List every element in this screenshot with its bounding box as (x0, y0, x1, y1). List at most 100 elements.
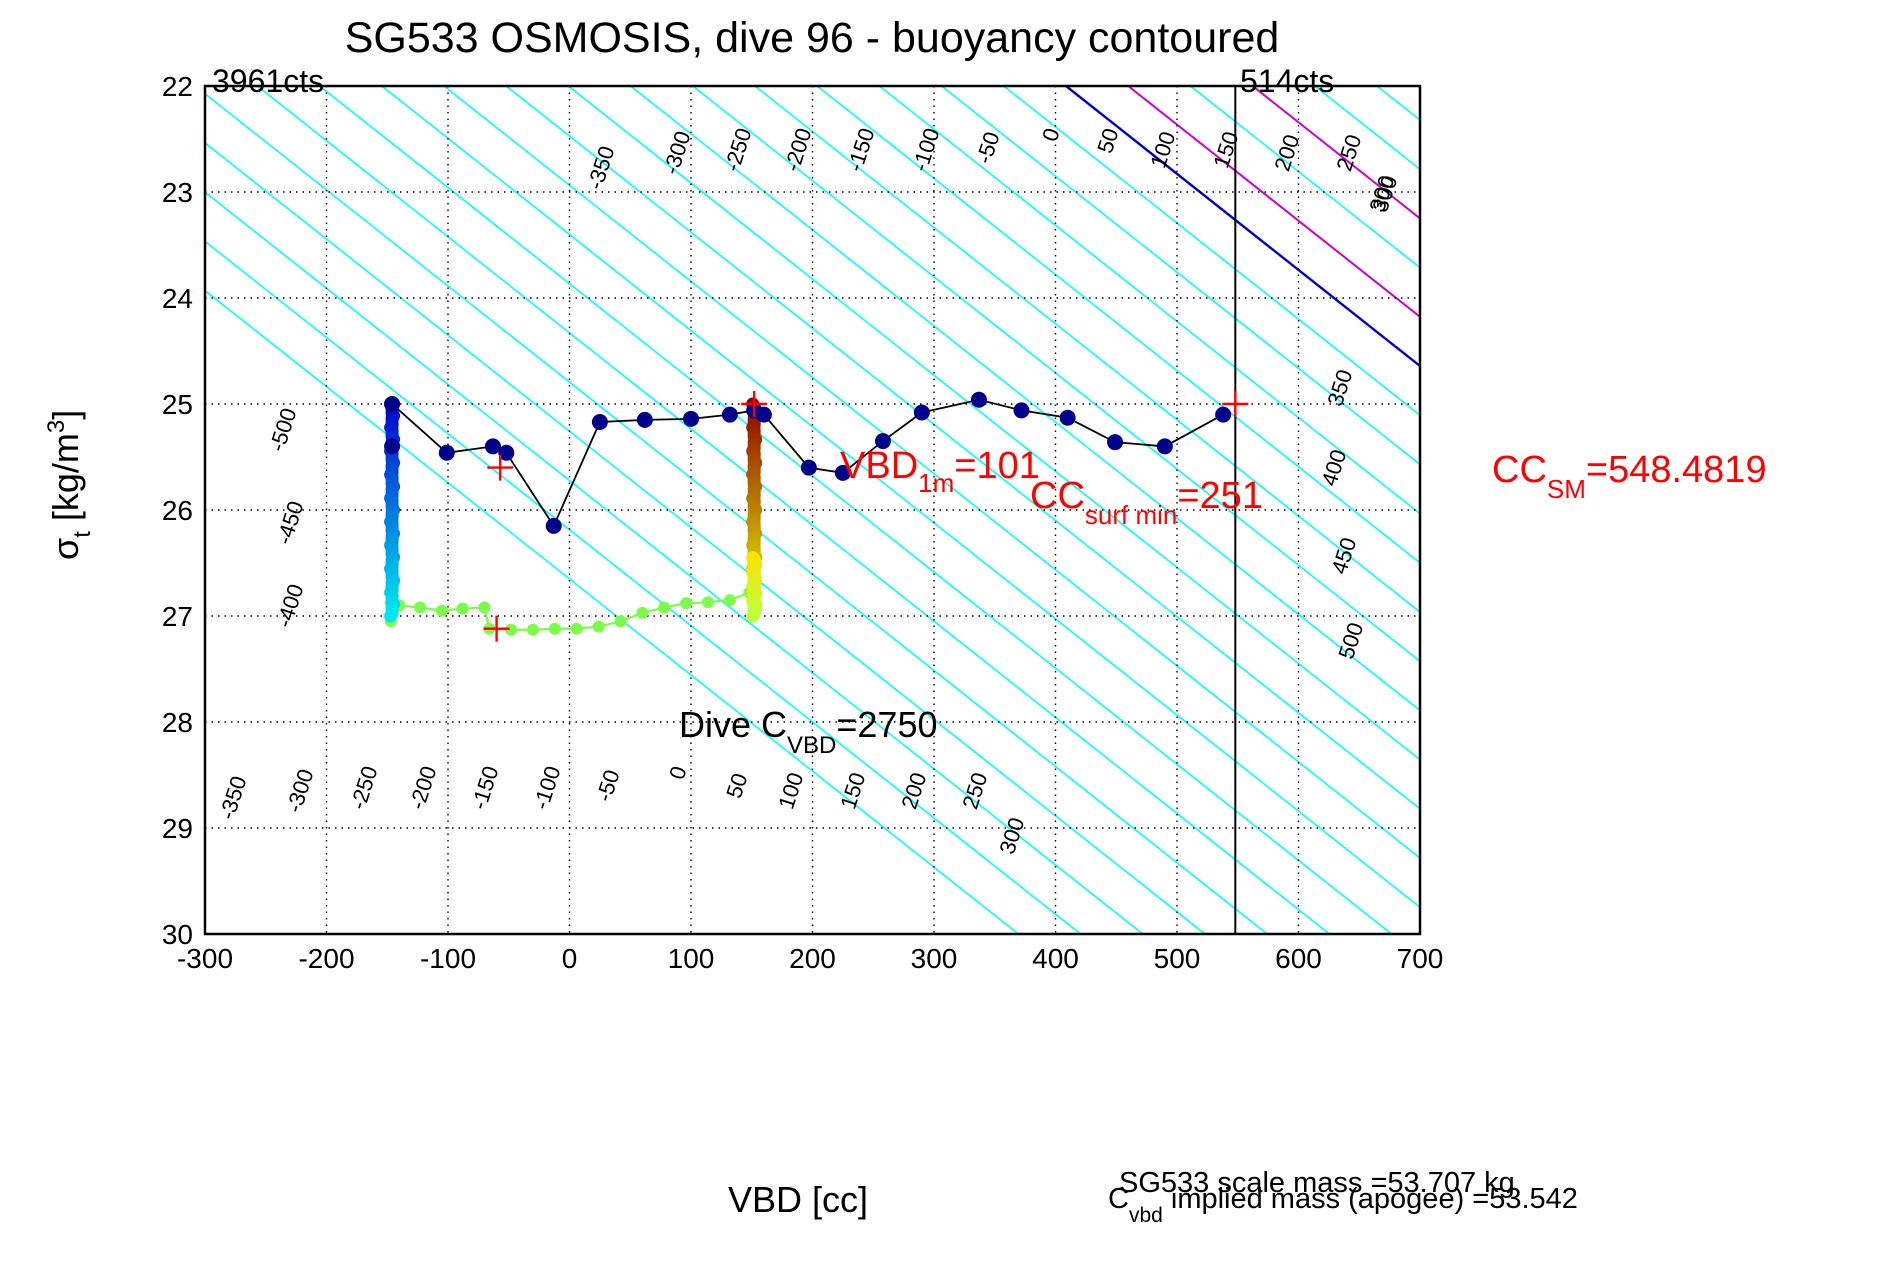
dive-track-marker (1013, 402, 1030, 419)
x-tick-label: 500 (1154, 943, 1201, 974)
contour-line (205, 191, 1144, 934)
green-track-marker (636, 606, 649, 619)
x-tick-label: -200 (298, 943, 354, 974)
buoyancy-contour-lines (205, 86, 1420, 934)
dive-track-marker (636, 411, 653, 428)
svg-text:σt [kg/m3]: σt [kg/m3] (43, 410, 96, 560)
x-tick-label: 600 (1275, 943, 1322, 974)
contour-line (567, 86, 1420, 761)
green-track-marker (435, 604, 448, 617)
y-axis-unit: [kg/m (45, 433, 86, 531)
dive-track-marker (591, 414, 608, 431)
cc-surf-subscript: surf min (1085, 500, 1177, 530)
dive-track-marker (545, 517, 562, 534)
contour-line (1127, 86, 1420, 319)
axes-frame (203, 84, 1422, 936)
y-axis-exponent: 3 (43, 420, 70, 433)
footer-cvbd-main: C (1108, 1183, 1129, 1215)
cc-sm-subscript: SM (1547, 474, 1586, 504)
y-tick-label: 29 (162, 813, 193, 844)
green-track-marker (570, 622, 583, 635)
column-marker (384, 609, 398, 623)
y-axis-sigma: σ (45, 538, 86, 560)
svg-text:Dive CVBD=2750: Dive CVBD=2750 (679, 704, 938, 759)
y-axis-label: σt [kg/m3] (43, 410, 96, 560)
vbd-1m-value: =101 (954, 445, 1040, 487)
x-tick-label: 400 (1032, 943, 1079, 974)
green-track-marker (505, 623, 518, 636)
green-track-marker (456, 602, 469, 615)
contour-line (941, 86, 1420, 466)
dive-track-marker (970, 391, 987, 408)
dive-cvbd-value: =2750 (836, 704, 937, 745)
x-tick-label: -100 (420, 943, 476, 974)
y-tick-label: 28 (162, 707, 193, 738)
dive-track-marker (1215, 406, 1232, 423)
red-cross-markers (483, 391, 1249, 642)
svg-text:CCsurf min=251: CCsurf min=251 (1030, 475, 1263, 530)
y-tick-label: 24 (162, 283, 193, 314)
dive-track-marker (755, 406, 772, 423)
x-tick-label: -300 (177, 943, 233, 974)
y-tick-label: 25 (162, 389, 193, 420)
contour-line (1065, 86, 1420, 368)
svg-text:Cvbd implied mass (apogee) =53: Cvbd implied mass (apogee) =53.542 (1108, 1183, 1578, 1227)
vbd-1m-main: VBD (840, 445, 918, 487)
y-axis-close: ] (45, 410, 86, 420)
column-marker (746, 609, 760, 623)
descent-column-markers (384, 397, 401, 623)
contour-line (816, 86, 1420, 564)
footer-cvbd-rest: implied mass (apogee) =53.542 (1163, 1183, 1578, 1215)
annotation-cc-sm: CCSM=548.4819 (1492, 449, 1767, 504)
svg-text:VBD1m=101: VBD1m=101 (840, 445, 1040, 498)
dive-track-marker (438, 444, 455, 461)
x-axis-label: VBD [cc] (728, 1179, 868, 1220)
dive-track-marker (498, 444, 515, 461)
x-axis-tick-labels: -300 -200 -100 0 100 200 300 400 500 600 700 (177, 943, 1443, 974)
x-tick-label: 200 (789, 943, 836, 974)
y-axis-subscript: t (69, 531, 96, 538)
page-title: SG533 OSMOSIS, dive 96 - buoyancy contou… (345, 14, 1280, 62)
green-track-marker (723, 594, 736, 607)
contour-line (1003, 86, 1420, 417)
dive-track-marker (1156, 438, 1173, 455)
footer-cvbd-implied-mass: Cvbd implied mass (apogee) =53.542 (1108, 1183, 1578, 1227)
cc-sm-main: CC (1492, 449, 1547, 491)
dive-track-marker (484, 438, 501, 455)
dive-track-marker (913, 404, 930, 421)
dive-track-marker (1107, 434, 1124, 451)
annotation-vbd-1m: VBD1m=101 (840, 445, 1040, 498)
y-axis-tick-labels: 22 23 24 25 26 27 28 29 30 (162, 71, 193, 950)
dive-profile-markers (384, 391, 1232, 534)
green-track-marker (658, 601, 671, 614)
dive-track-marker (721, 406, 738, 423)
green-track-marker (592, 620, 605, 633)
green-track-marker (414, 601, 427, 614)
dive-track-marker (384, 438, 401, 455)
dive-track-marker (800, 459, 817, 476)
contour-line (205, 92, 1268, 934)
contour-line (205, 141, 1206, 934)
contour-line (630, 86, 1420, 712)
contour-line (256, 86, 1330, 934)
left-counts-label: 3961cts (212, 63, 324, 99)
footer-scale-mass: SG533 scale mass =53.707 kg (1119, 1167, 1515, 1199)
climb-column-markers (746, 397, 763, 623)
svg-text:CCSM=548.4819: CCSM=548.4819 (1492, 449, 1767, 504)
green-track-marker (680, 597, 693, 610)
cc-sm-value: =548.4819 (1586, 449, 1767, 491)
annotation-cc-surf-min: CCsurf min=251 (1030, 475, 1263, 530)
y-tick-label: 30 (162, 919, 193, 950)
right-counts-label: 514cts (1240, 63, 1334, 99)
green-track-marker (527, 623, 540, 636)
dive-track-marker (384, 396, 401, 412)
contour-line (505, 86, 1420, 810)
cc-surf-value: =251 (1177, 475, 1263, 517)
dive-track-marker (1059, 409, 1076, 426)
green-track-marker (614, 615, 627, 628)
contour-line (1189, 86, 1420, 269)
y-tick-label: 26 (162, 495, 193, 526)
x-tick-label: 100 (668, 943, 715, 974)
vbd-1m-subscript: 1m (918, 468, 954, 498)
